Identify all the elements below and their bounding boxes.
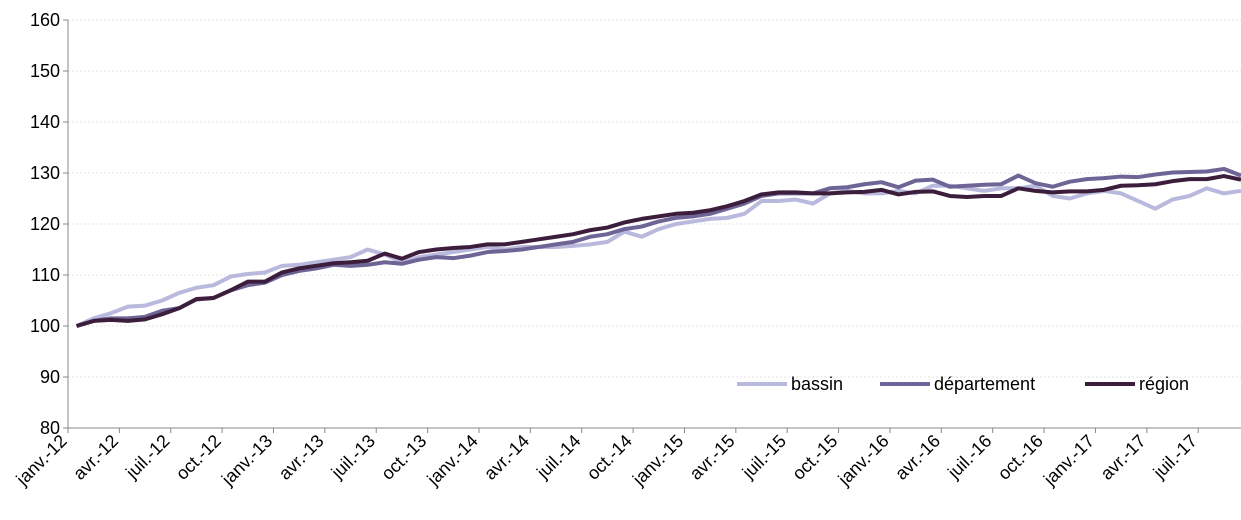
x-tick-label: juil.-15 — [738, 431, 790, 483]
series-line — [75, 183, 1241, 328]
y-tick-label: 140 — [30, 112, 60, 132]
x-tick-label: juil.-17 — [1149, 431, 1201, 483]
series-line — [75, 174, 1241, 328]
x-tick-label: avr.-14 — [480, 431, 533, 484]
x-tick-label: juil.-14 — [532, 431, 584, 483]
y-tick-label: 160 — [30, 10, 60, 30]
y-tick-label: 80 — [40, 418, 60, 438]
x-tick-label: janv.-13 — [217, 431, 276, 490]
x-tick-label: avr.-12 — [69, 431, 122, 484]
x-tick-label: juil.-13 — [327, 431, 379, 483]
y-tick-label: 120 — [30, 214, 60, 234]
legend-label: région — [1139, 374, 1189, 394]
x-tick-label: oct.-15 — [788, 431, 841, 484]
x-tick-label: oct.-14 — [583, 431, 636, 484]
x-tick-label: juil.-12 — [121, 431, 173, 483]
legend-label: département — [934, 374, 1035, 394]
y-tick-label: 110 — [31, 265, 60, 285]
x-tick-label: oct.-13 — [377, 431, 430, 484]
x-tick-label: oct.-16 — [994, 431, 1047, 484]
x-tick-label: avr.-13 — [275, 431, 328, 484]
x-tick-label: avr.-17 — [1097, 431, 1150, 484]
x-tick-label: janv.-16 — [834, 431, 893, 490]
x-tick-label: oct.-12 — [172, 431, 225, 484]
y-tick-label: 100 — [30, 316, 60, 336]
x-tick-label: avr.-15 — [686, 431, 739, 484]
y-tick-label: 150 — [30, 61, 60, 81]
x-tick-label: janv.-15 — [628, 431, 687, 490]
legend-label: bassin — [791, 374, 843, 394]
x-tick-label: juil.-16 — [943, 431, 995, 483]
y-tick-label: 130 — [30, 163, 60, 183]
x-tick-label: janv.-12 — [12, 431, 71, 490]
x-tick-label: avr.-16 — [891, 431, 944, 484]
x-tick-label: janv.-17 — [1039, 431, 1098, 490]
y-tick-label: 90 — [40, 367, 60, 387]
x-tick-label: janv.-14 — [423, 431, 482, 490]
